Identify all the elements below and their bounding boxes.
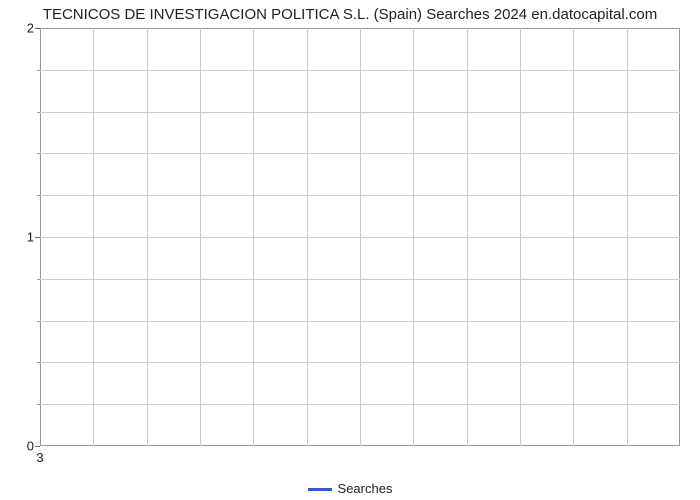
x-gridline	[467, 28, 468, 446]
y-tick-mark	[35, 28, 40, 29]
y-tick-mark	[35, 237, 40, 238]
y-minor-tick-mark	[37, 321, 40, 322]
y-minor-tick-mark	[37, 153, 40, 154]
plot-area: 0123	[40, 28, 680, 446]
y-minor-tick-mark	[37, 195, 40, 196]
y-minor-tick-mark	[37, 279, 40, 280]
x-gridline	[93, 28, 94, 446]
chart-container: TECNICOS DE INVESTIGACION POLITICA S.L. …	[0, 0, 700, 500]
x-gridline	[360, 28, 361, 446]
x-tick-label: 3	[36, 446, 43, 465]
x-gridline	[200, 28, 201, 446]
x-gridline	[627, 28, 628, 446]
x-gridline	[520, 28, 521, 446]
y-minor-tick-mark	[37, 404, 40, 405]
x-gridline	[307, 28, 308, 446]
legend-label: Searches	[338, 481, 393, 496]
x-gridline	[253, 28, 254, 446]
x-gridline	[413, 28, 414, 446]
chart-title: TECNICOS DE INVESTIGACION POLITICA S.L. …	[0, 6, 700, 23]
legend: Searches	[0, 481, 700, 496]
x-gridline	[147, 28, 148, 446]
y-minor-tick-mark	[37, 112, 40, 113]
x-gridline	[573, 28, 574, 446]
legend-swatch	[308, 488, 332, 491]
y-minor-tick-mark	[37, 70, 40, 71]
y-minor-tick-mark	[37, 362, 40, 363]
